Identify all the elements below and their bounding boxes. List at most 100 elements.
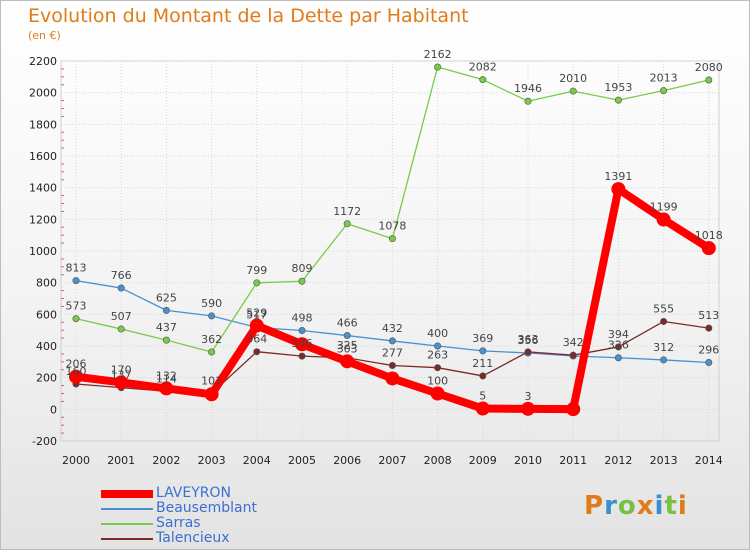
legend-label: Sarras xyxy=(156,515,201,531)
y-tick-label: 200 xyxy=(36,372,57,385)
data-label-sarras: 2013 xyxy=(650,72,678,85)
data-label-sarras: 1946 xyxy=(514,82,542,95)
y-tick-label: 1200 xyxy=(29,213,57,226)
data-label-sarras: 2080 xyxy=(695,61,723,74)
data-label-talencieux: 211 xyxy=(472,357,493,370)
data-label-talencieux: 342 xyxy=(563,336,584,349)
logo-letter: P xyxy=(584,491,605,521)
x-tick-label: 2007 xyxy=(378,454,406,467)
point-laveyron xyxy=(204,387,219,402)
point-laveyron xyxy=(475,401,490,416)
data-label-beausemblant: 517 xyxy=(246,308,267,321)
point-sarras xyxy=(117,325,125,333)
data-label-talencieux: 263 xyxy=(427,349,448,362)
point-beausemblant xyxy=(72,277,80,285)
data-label-laveyron: 206 xyxy=(66,358,87,371)
y-tick-label: 400 xyxy=(36,340,57,353)
data-label-talencieux: 513 xyxy=(698,309,719,322)
point-talencieux xyxy=(614,343,622,351)
x-tick-label: 2001 xyxy=(107,454,135,467)
data-label-laveyron: 5 xyxy=(479,390,486,403)
data-label-beausemblant: 400 xyxy=(427,327,448,340)
point-sarras xyxy=(72,315,80,323)
y-tick-label: 800 xyxy=(36,277,57,290)
data-label-talencieux: 101 xyxy=(201,374,222,387)
point-talencieux xyxy=(434,364,442,372)
legend-label: Talencieux xyxy=(156,530,230,546)
y-tick-label: 1400 xyxy=(29,182,57,195)
y-tick-label: 2200 xyxy=(29,55,57,68)
x-tick-label: 2004 xyxy=(243,454,271,467)
data-label-sarras: 507 xyxy=(111,310,132,323)
x-tick-label: 2011 xyxy=(559,454,587,467)
point-talencieux xyxy=(660,317,668,325)
x-tick-label: 2003 xyxy=(198,454,226,467)
point-talencieux xyxy=(569,351,577,359)
x-tick-label: 2000 xyxy=(62,454,90,467)
point-talencieux xyxy=(479,372,487,380)
point-talencieux xyxy=(253,348,261,356)
data-label-talencieux: 394 xyxy=(608,328,629,341)
x-tick-label: 2008 xyxy=(424,454,452,467)
point-beausemblant xyxy=(479,347,487,355)
data-label-laveyron: 529 xyxy=(246,307,267,320)
x-tick-label: 2009 xyxy=(469,454,497,467)
point-beausemblant xyxy=(208,312,216,320)
data-label-sarras: 573 xyxy=(66,300,87,313)
point-sarras xyxy=(253,279,261,287)
point-talencieux xyxy=(298,352,306,360)
x-tick-label: 2002 xyxy=(152,454,180,467)
data-label-laveyron: 1199 xyxy=(650,200,678,213)
logo-letter: i xyxy=(654,491,665,521)
data-label-talencieux: 336 xyxy=(292,337,313,350)
data-label-talencieux: 114 xyxy=(156,372,177,385)
data-label-talencieux: 555 xyxy=(653,302,674,315)
point-sarras xyxy=(705,76,713,84)
point-beausemblant xyxy=(343,332,351,340)
point-sarras xyxy=(298,277,306,285)
data-label-talencieux: 363 xyxy=(518,333,539,346)
point-sarras xyxy=(343,220,351,228)
point-laveyron xyxy=(701,241,716,256)
data-label-beausemblant: 813 xyxy=(66,262,87,275)
data-label-beausemblant: 369 xyxy=(472,332,493,345)
point-laveyron xyxy=(385,371,400,386)
point-sarras xyxy=(569,87,577,95)
x-tick-label: 2012 xyxy=(604,454,632,467)
point-sarras xyxy=(208,348,216,356)
y-tick-label: 1800 xyxy=(29,118,57,131)
y-tick-label: 600 xyxy=(36,308,57,321)
x-tick-label: 2005 xyxy=(288,454,316,467)
data-label-beausemblant: 296 xyxy=(698,343,719,356)
point-laveyron xyxy=(430,386,445,401)
point-laveyron xyxy=(340,354,355,369)
x-tick-label: 2013 xyxy=(650,454,678,467)
data-label-talencieux: 160 xyxy=(66,365,87,378)
chart-title: Evolution du Montant de la Dette par Hab… xyxy=(28,5,469,27)
data-label-laveyron: 100 xyxy=(427,375,448,388)
data-label-laveyron: 303 xyxy=(337,342,358,355)
data-label-beausemblant: 466 xyxy=(337,317,358,330)
data-label-beausemblant: 590 xyxy=(201,297,222,310)
data-label-sarras: 2010 xyxy=(559,72,587,85)
y-tick-label: 0 xyxy=(50,403,57,416)
logo-letter: t xyxy=(664,491,678,521)
data-label-beausemblant: 766 xyxy=(111,269,132,282)
point-beausemblant xyxy=(162,306,170,314)
point-laveyron xyxy=(295,337,309,352)
point-sarras xyxy=(162,336,170,344)
data-label-sarras: 362 xyxy=(201,333,222,346)
chart-subtitle: (en €) xyxy=(28,29,61,42)
y-tick-label: 1000 xyxy=(29,245,57,258)
data-label-beausemblant: 625 xyxy=(156,291,177,304)
data-label-beausemblant: 498 xyxy=(292,311,313,324)
point-sarras xyxy=(388,235,396,243)
y-tick-label: 1600 xyxy=(29,150,57,163)
point-sarras xyxy=(614,96,622,104)
logo-letter: r xyxy=(604,491,618,521)
point-sarras xyxy=(479,76,487,84)
data-label-sarras: 1953 xyxy=(604,81,632,94)
legend-swatch xyxy=(101,508,153,510)
legend-label: Beausemblant xyxy=(156,500,257,516)
